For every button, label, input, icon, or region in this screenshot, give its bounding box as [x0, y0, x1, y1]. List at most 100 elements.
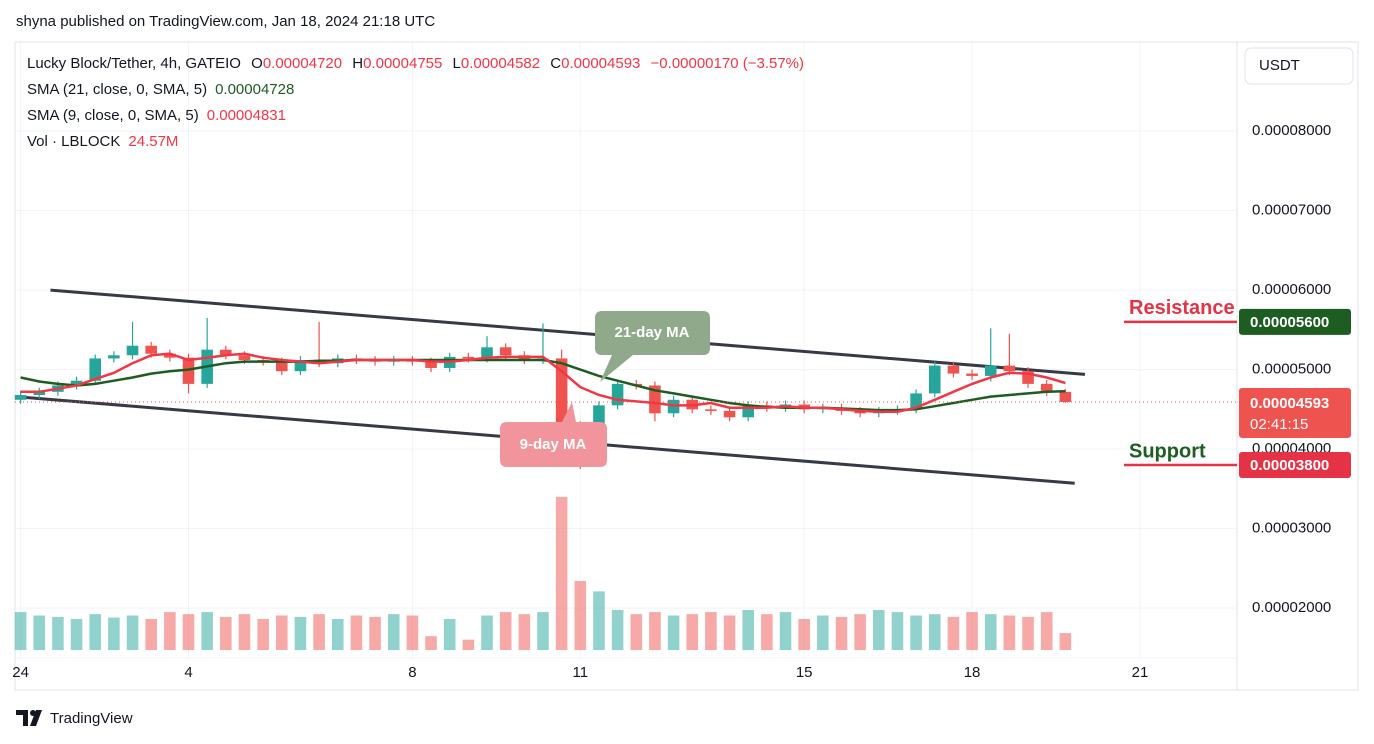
y-tick-label: 0.00007000: [1252, 202, 1331, 219]
volume-bar: [70, 618, 83, 650]
c-value: 0.00004593: [561, 55, 640, 72]
volume-bar: [742, 610, 754, 650]
volume-bar: [462, 639, 475, 650]
brand-logo-dot: [30, 710, 36, 716]
volume-bar: [798, 618, 810, 650]
o-key: O: [251, 55, 263, 72]
candle-body: [481, 347, 493, 359]
volume-bar: [1003, 615, 1016, 650]
o-value: 0.00004720: [263, 55, 342, 72]
volume-bar: [555, 496, 568, 650]
level-box: [1239, 451, 1351, 478]
volume-bar: [201, 612, 213, 650]
volume-bar: [667, 615, 680, 650]
chart-frame: [14, 41, 1359, 691]
volume-bar: [649, 612, 661, 650]
sma-line: [20, 358, 1066, 412]
candle-body: [425, 361, 437, 368]
brand-name: TradingView: [50, 710, 133, 727]
l-value: 0.00004582: [461, 55, 540, 72]
volume-bar: [443, 618, 456, 650]
c-key: C: [550, 55, 561, 72]
volume-bar: [984, 614, 997, 650]
x-tick-label: 15: [796, 664, 813, 681]
volume-bar: [387, 614, 400, 650]
currency-button[interactable]: [1244, 47, 1354, 85]
callout-9: [500, 402, 607, 467]
last-price-box: [1239, 387, 1351, 438]
volume-bar: [481, 615, 493, 650]
candle-body: [966, 373, 978, 376]
volume-bar: [257, 618, 269, 650]
candle-body: [89, 358, 102, 381]
candle-body: [238, 355, 251, 361]
vol-value: 24.57M: [128, 133, 178, 150]
volume-bar: [611, 610, 624, 650]
volume-bar: [294, 616, 307, 650]
candle-body: [499, 347, 512, 356]
last-price-label: 0.00004593: [1250, 395, 1329, 412]
l-key: L: [453, 55, 461, 72]
volume-bar: [52, 616, 64, 650]
volume-bar: [947, 616, 960, 650]
currency-label: USDT: [1259, 57, 1300, 74]
candle-body: [555, 358, 568, 426]
volume-bar: [1059, 633, 1072, 650]
candle-body: [276, 361, 288, 372]
x-tick-label: 18: [964, 664, 981, 681]
volume-bar: [593, 591, 605, 650]
sma9-name: SMA (9, close, 0, SMA, 5): [27, 107, 199, 124]
volume-bar: [89, 614, 102, 650]
y-tick-label: 0.00008000: [1252, 122, 1331, 139]
callout-9-text: 9-day MA: [520, 436, 587, 453]
candle-body: [14, 395, 27, 400]
volume-bar: [630, 614, 643, 650]
callouts: 21-day MA 9-day MA: [500, 311, 710, 467]
candle-body: [649, 385, 661, 414]
volume-bar: [891, 612, 904, 650]
y-tick-label: 0.00002000: [1252, 599, 1331, 616]
candle-body: [723, 410, 736, 418]
candle-body: [145, 345, 157, 354]
volume-bar: [220, 616, 232, 650]
vol-name: Vol · LBLOCK: [27, 133, 120, 150]
brand: TradingView: [16, 710, 133, 727]
x-tick-label: 24: [12, 664, 29, 681]
volume-bar: [350, 615, 363, 650]
candle-body: [1022, 371, 1034, 384]
x-tick-label: 4: [184, 664, 192, 681]
y-tick-label: 0.00006000: [1252, 281, 1331, 298]
candle-body: [220, 349, 232, 356]
candle-body: [1040, 383, 1053, 392]
level-label: 0.00005600: [1250, 314, 1329, 331]
legend-line: Lucky Block/Tether, 4h, GATEIO O0.000047…: [27, 55, 804, 72]
candle-body: [108, 355, 120, 359]
sma21-name: SMA (21, close, 0, SMA, 5): [27, 81, 207, 98]
x-tick-label: 21: [1132, 664, 1149, 681]
volume-bar: [761, 614, 773, 650]
level-name: Resistance: [1129, 297, 1235, 319]
symbol: Lucky Block/Tether, 4h, GATEIO: [27, 55, 241, 72]
y-tick-label: 0.00005000: [1252, 361, 1331, 378]
volume-bar: [873, 610, 885, 650]
x-tick-label: 8: [408, 664, 416, 681]
volume-bar: [369, 616, 381, 650]
x-tick-label: 11: [573, 664, 589, 681]
volume-bar: [33, 615, 46, 650]
h-key: H: [352, 55, 363, 72]
volume-bar: [537, 612, 549, 650]
level-box: [1239, 308, 1351, 335]
level-label: 0.00003800: [1250, 457, 1329, 474]
volume-bar: [238, 614, 251, 650]
h-value: 0.00004755: [363, 55, 442, 72]
sma9-value: 0.00004831: [207, 107, 286, 124]
volume-bar: [313, 614, 325, 650]
candle-body: [705, 409, 717, 411]
volume-bar: [966, 612, 978, 650]
trend-line: [50, 288, 1086, 376]
legend: Lucky Block/Tether, 4h, GATEIO O0.000047…: [27, 55, 804, 150]
volume-bar: [817, 615, 829, 650]
volume-bar: [164, 612, 176, 650]
candle-body: [126, 345, 139, 356]
